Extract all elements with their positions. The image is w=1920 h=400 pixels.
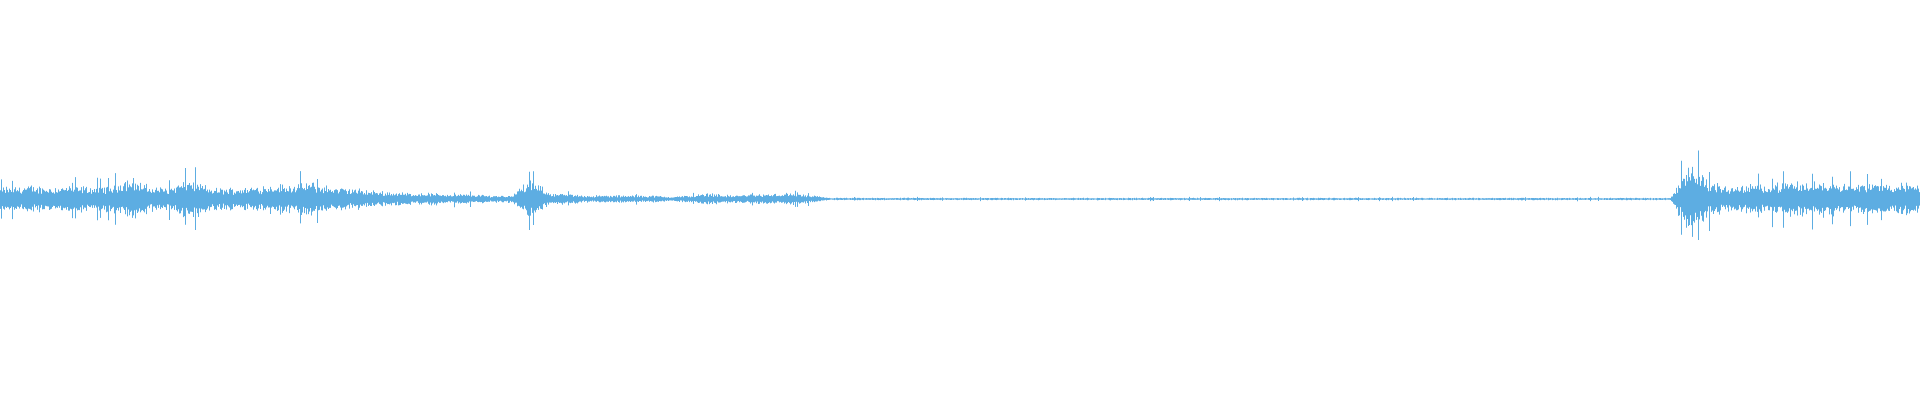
waveform-samples — [0, 150, 1920, 240]
